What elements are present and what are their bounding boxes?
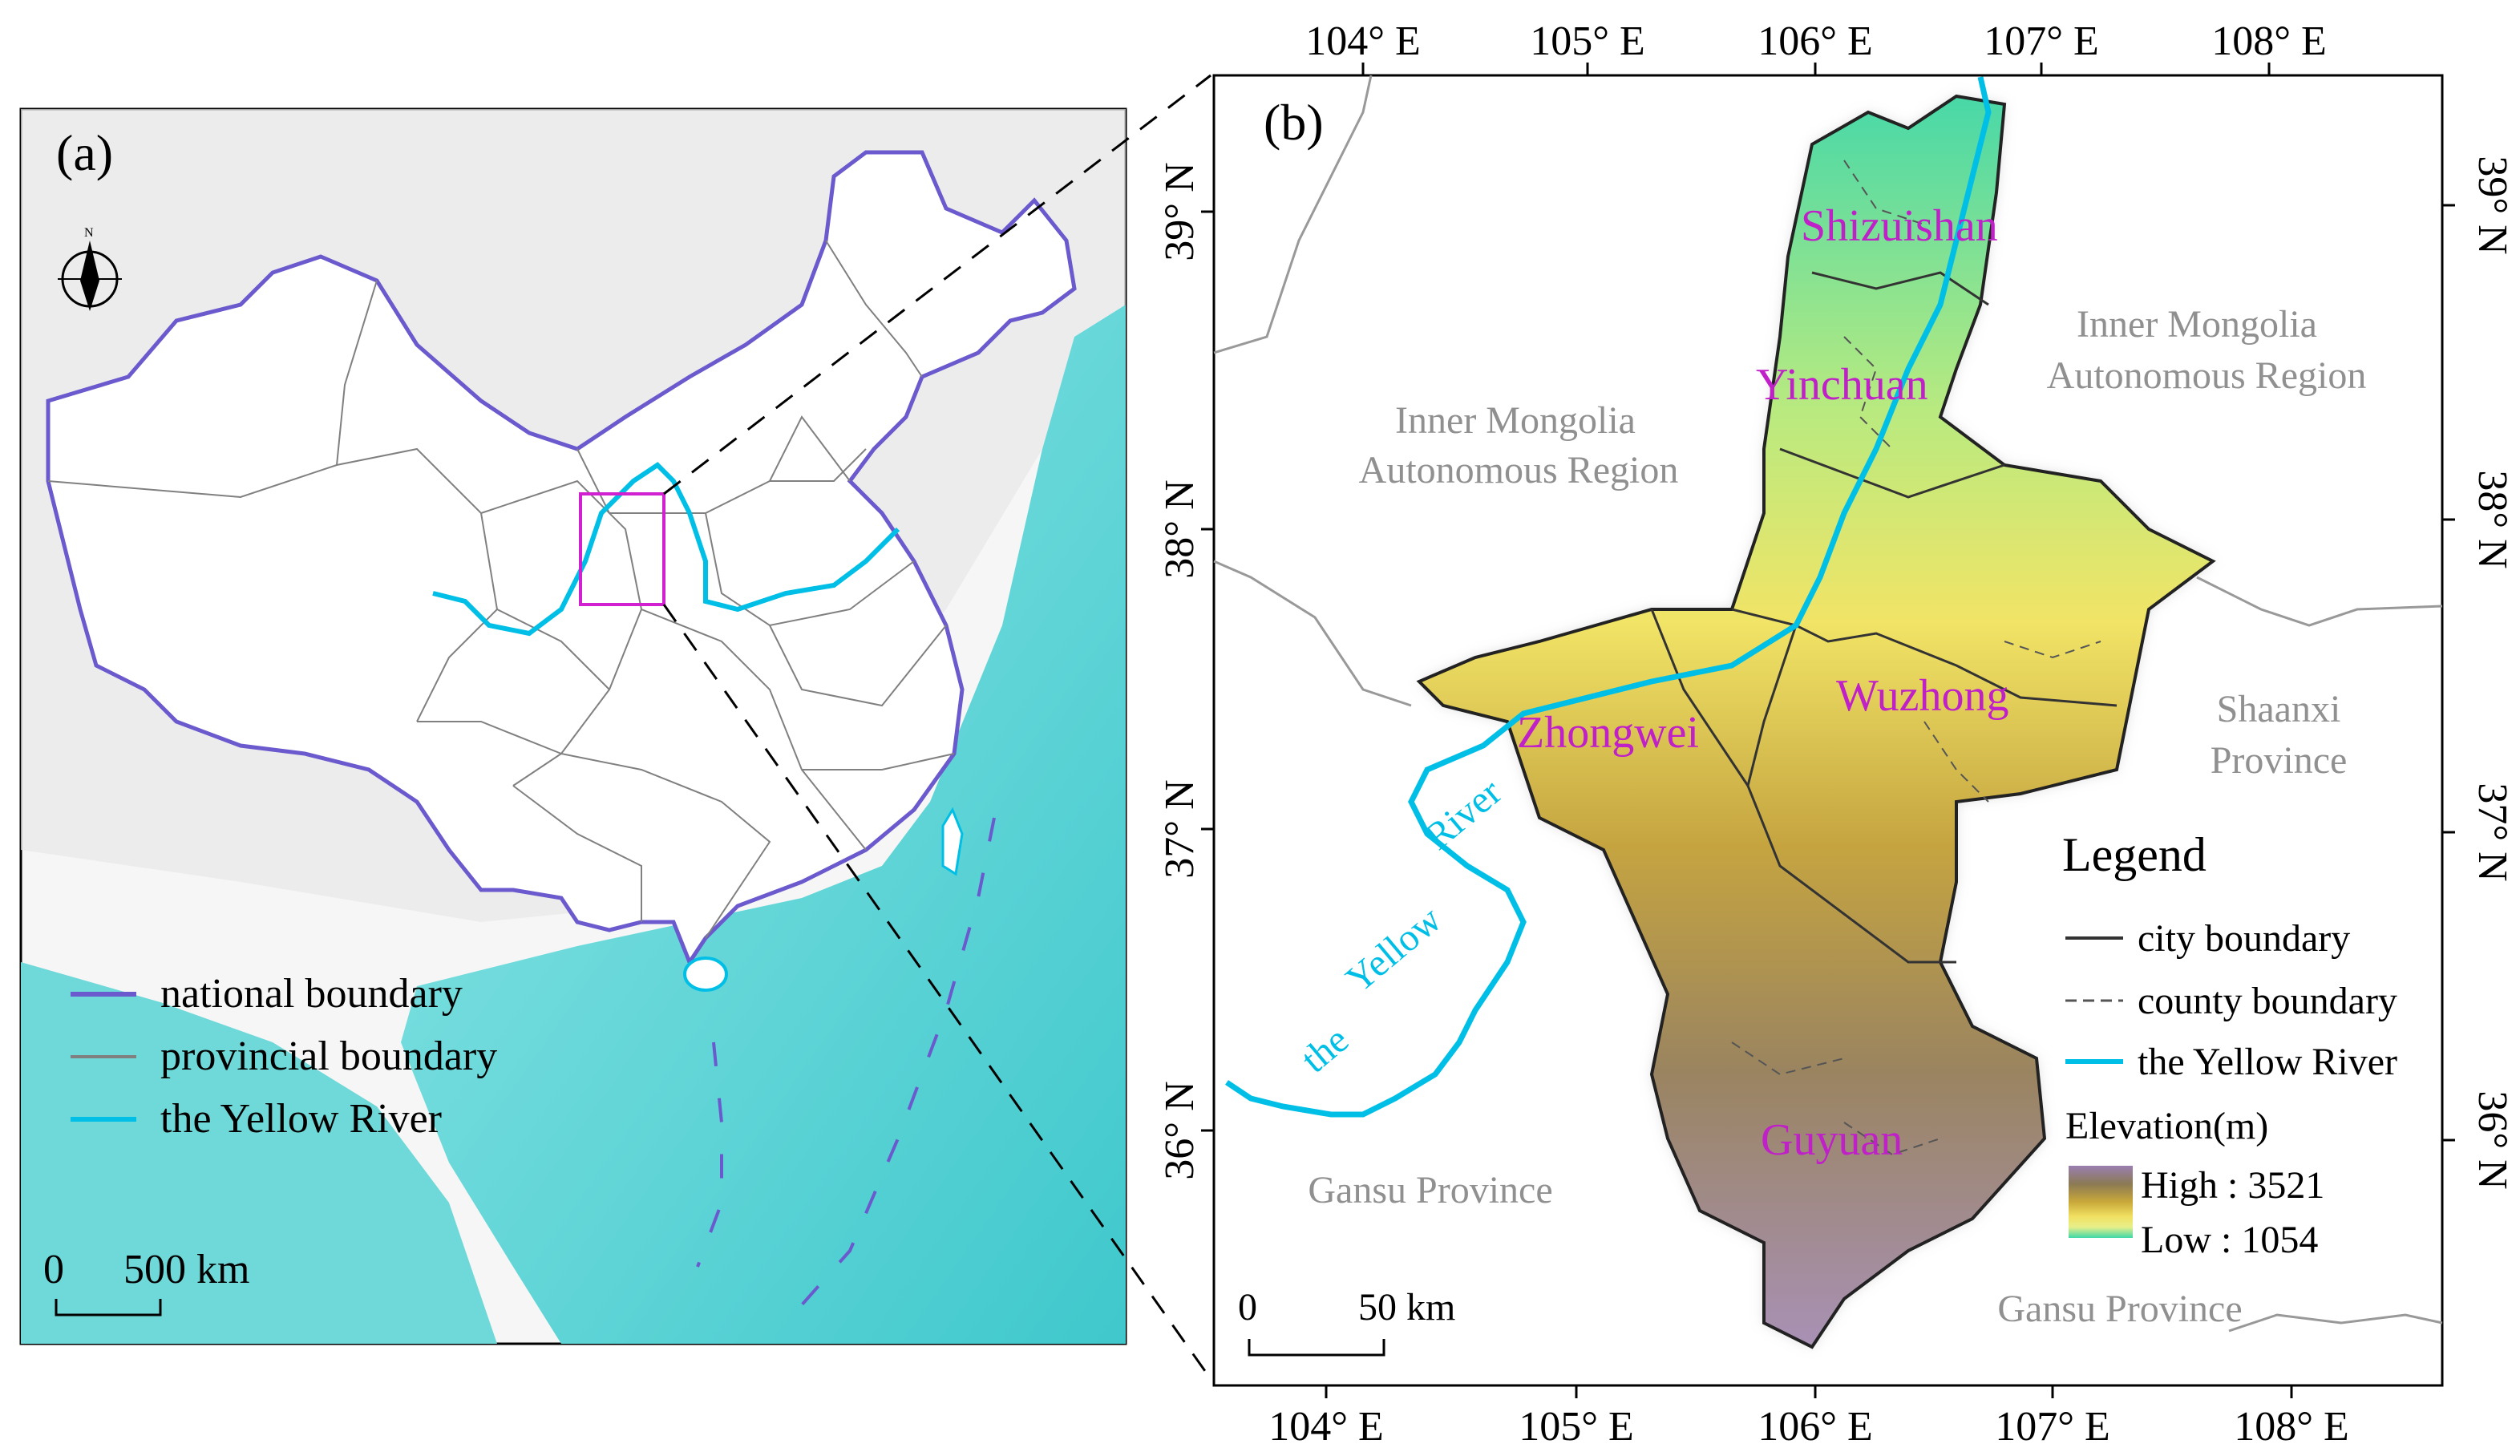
panel-b-scale-bar: 0 50 km xyxy=(1238,1286,1455,1357)
legend-b-river: the Yellow River xyxy=(2138,1041,2397,1083)
panel-a-label: (a) xyxy=(56,124,113,181)
legend-b-title: Legend xyxy=(2062,828,2207,881)
top-tick-108: 108° E xyxy=(2211,18,2327,64)
bottom-tick-105: 105° E xyxy=(1519,1404,1634,1450)
connector-line-bottom xyxy=(662,604,1212,1380)
region-gansu-west: Gansu Province xyxy=(1308,1169,1552,1211)
yellow-river-a xyxy=(432,462,900,637)
right-tick-39: 39° N xyxy=(2469,156,2515,254)
top-tick-labels: 104° E 105° E 106° E 107° E 108° E xyxy=(1305,18,2327,64)
left-tick-38: 38° N xyxy=(1157,479,1203,578)
legend-b-city: city boundary xyxy=(2138,917,2350,960)
panel-a-legend: national boundary provincial boundary th… xyxy=(71,971,497,1142)
city-shizuishan: Shizuishan xyxy=(1801,201,1998,251)
panel-b: (b) Shizuishan Yinchuan Wuzhong Zhongwei… xyxy=(1157,18,2515,1450)
legend-b-low: Low : 1054 xyxy=(2141,1219,2318,1261)
left-tick-labels: 39° N 38° N 37° N 36° N xyxy=(1157,162,1203,1179)
right-tick-labels: 39° N 38° N 37° N 36° N xyxy=(2469,156,2515,1189)
region-inner-mongolia-east-1: Inner Mongolia xyxy=(2077,303,2317,346)
region-shaanxi-2: Province xyxy=(2211,739,2348,782)
top-tick-106: 106° E xyxy=(1758,18,1873,64)
scale-a-zero: 0 xyxy=(43,1247,64,1292)
city-yinchuan: Yinchuan xyxy=(1756,360,1928,410)
city-wuzhong: Wuzhong xyxy=(1836,671,2008,721)
sea-area-west xyxy=(21,962,497,1344)
left-tick-39: 39° N xyxy=(1157,162,1203,261)
region-shaanxi-1: Shaanxi xyxy=(2217,688,2341,730)
right-tick-36: 36° N xyxy=(2469,1090,2515,1189)
panel-a: (a) N national boundary provincial bound… xyxy=(19,107,1127,1345)
scale-b-zero: 0 xyxy=(1238,1286,1257,1329)
legend-a-provincial: provincial boundary xyxy=(160,1033,497,1079)
legend-a-river: the Yellow River xyxy=(160,1096,442,1142)
elevation-ramp xyxy=(2069,1166,2133,1238)
right-tick-38: 38° N xyxy=(2469,470,2515,568)
provincial-boundaries xyxy=(47,240,955,939)
ningxia-region xyxy=(1416,94,2216,1349)
left-tick-37: 37° N xyxy=(1157,779,1203,878)
region-inner-mongolia-east-2: Autonomous Region xyxy=(2047,354,2367,397)
bottom-tick-108: 108° E xyxy=(2234,1404,2349,1450)
region-gansu-south: Gansu Province xyxy=(1997,1288,2242,1330)
region-inner-mongolia-west-1: Inner Mongolia xyxy=(1395,399,1636,442)
ningxia-highlight-box xyxy=(579,492,665,606)
scale-b-value: 50 km xyxy=(1358,1286,1455,1329)
top-tick-107: 107° E xyxy=(1984,18,2099,64)
legend-b-elevation-title: Elevation(m) xyxy=(2065,1105,2268,1147)
taiwan-island xyxy=(941,807,964,876)
left-tick-36: 36° N xyxy=(1157,1081,1203,1179)
yellow-river-b xyxy=(1225,76,1992,1118)
region-inner-mongolia-west-2: Autonomous Region xyxy=(1359,449,1679,491)
scale-a-value: 500 km xyxy=(123,1247,249,1292)
county-boundaries xyxy=(1731,160,2101,1156)
legend-b-high: High : 3521 xyxy=(2141,1164,2324,1207)
city-labels: Shizuishan Yinchuan Wuzhong Zhongwei Guy… xyxy=(1517,201,2008,1165)
panel-b-label: (b) xyxy=(1264,94,1324,151)
legend-a-national: national boundary xyxy=(160,971,463,1017)
top-tick-105: 105° E xyxy=(1530,18,1645,64)
sea-area xyxy=(401,305,1126,1344)
right-tick-37: 37° N xyxy=(2469,783,2515,881)
frame-ticks xyxy=(1201,63,2455,1398)
bottom-tick-107: 107° E xyxy=(1995,1404,2110,1450)
hainan-island xyxy=(683,957,728,992)
city-zhongwei: Zhongwei xyxy=(1517,708,1699,758)
legend-b-county: county boundary xyxy=(2138,980,2397,1022)
dash-line xyxy=(696,817,996,1325)
city-guyuan: Guyuan xyxy=(1761,1115,1903,1165)
region-labels: Inner Mongolia Autonomous Region Inner M… xyxy=(1308,303,2366,1330)
bottom-tick-106: 106° E xyxy=(1758,1404,1873,1450)
panel-a-scale-bar: 0 500 km xyxy=(43,1247,249,1316)
north-arrow-icon: N xyxy=(58,226,122,311)
city-boundaries xyxy=(1650,271,2118,964)
bottom-tick-104: 104° E xyxy=(1268,1404,1384,1450)
neighbour-boundaries xyxy=(1213,75,2443,1333)
top-tick-104: 104° E xyxy=(1305,18,1421,64)
north-label: N xyxy=(84,226,94,240)
connector-line-top xyxy=(663,74,1211,495)
panel-b-legend: Legend city boundary county boundary the… xyxy=(2062,828,2397,1261)
bottom-tick-labels: 104° E 105° E 106° E 107° E 108° E xyxy=(1268,1404,2349,1450)
